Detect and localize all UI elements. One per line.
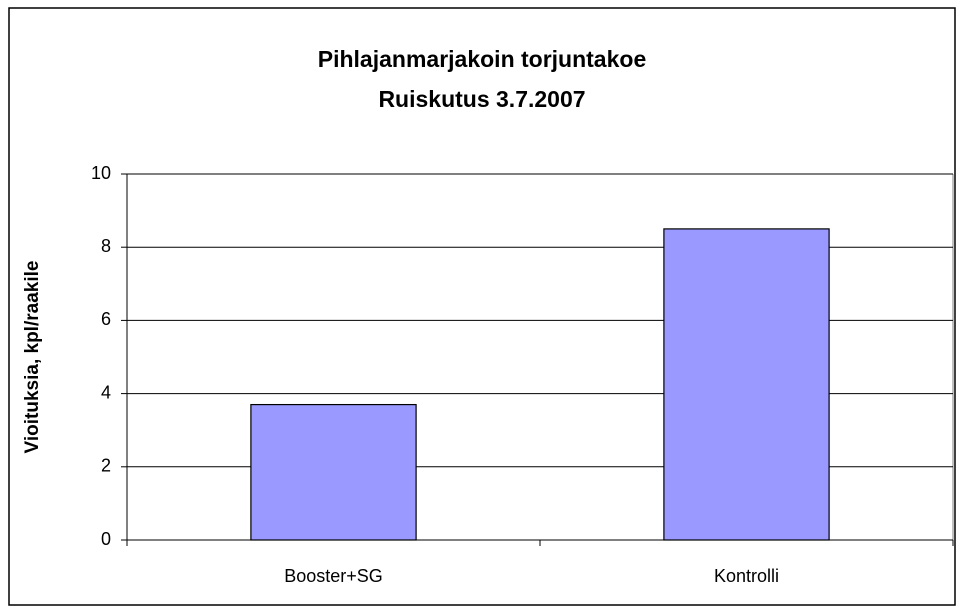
y-tick-label: 2 [101, 456, 111, 476]
y-tick-label: 6 [101, 309, 111, 329]
x-tick-label: Booster+SG [284, 566, 383, 586]
y-tick-label: 10 [91, 163, 111, 183]
y-tick-label: 0 [101, 529, 111, 549]
y-axis-label: Vioituksia, kpl/raakile [22, 261, 43, 454]
bar [250, 403, 417, 541]
chart-subtitle: Ruiskutus 3.7.2007 [378, 86, 585, 112]
y-tick-label: 8 [101, 236, 111, 256]
y-tick-label: 4 [101, 382, 111, 402]
bar [663, 228, 830, 541]
chart-title: Pihlajanmarjakoin torjuntakoe [318, 46, 646, 72]
x-tick-label: Kontrolli [714, 566, 779, 586]
